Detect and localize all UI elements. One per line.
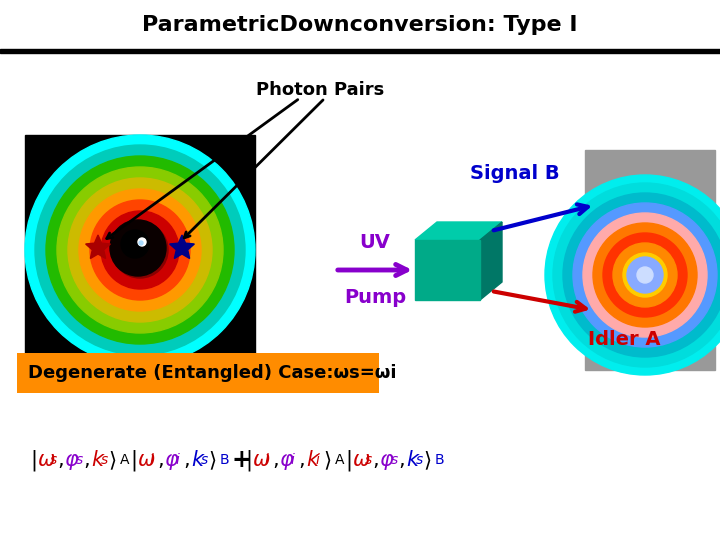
- Text: s: s: [101, 453, 108, 467]
- Circle shape: [139, 241, 143, 245]
- Circle shape: [583, 213, 707, 337]
- Text: A: A: [120, 453, 130, 467]
- Text: ⟩: ⟩: [108, 450, 116, 470]
- Text: +: +: [231, 448, 251, 472]
- Bar: [585, 150, 715, 370]
- Circle shape: [101, 211, 179, 289]
- Circle shape: [545, 175, 720, 375]
- Circle shape: [613, 243, 677, 307]
- Text: Signal B: Signal B: [470, 164, 560, 183]
- Text: φ: φ: [65, 450, 78, 470]
- Text: ,: ,: [157, 450, 163, 470]
- Text: i: i: [176, 453, 180, 467]
- Text: B: B: [220, 453, 230, 467]
- Circle shape: [138, 238, 146, 246]
- Text: A: A: [335, 453, 344, 467]
- Circle shape: [563, 193, 720, 357]
- Circle shape: [603, 233, 687, 317]
- Text: ,: ,: [272, 450, 279, 470]
- Circle shape: [623, 253, 667, 297]
- Bar: [415, 240, 480, 300]
- Text: φ: φ: [380, 450, 394, 470]
- Text: i: i: [291, 453, 295, 467]
- Circle shape: [79, 189, 201, 311]
- Text: ⟩: ⟩: [423, 450, 431, 470]
- Text: Pump: Pump: [344, 288, 406, 307]
- Text: ω: ω: [138, 450, 156, 470]
- Text: |: |: [345, 449, 352, 471]
- Circle shape: [90, 200, 190, 300]
- Text: k: k: [406, 450, 418, 470]
- Text: |: |: [130, 449, 137, 471]
- Circle shape: [633, 263, 657, 287]
- Text: |: |: [245, 449, 252, 471]
- Circle shape: [46, 156, 234, 344]
- Text: B: B: [435, 453, 445, 467]
- Text: i: i: [316, 453, 320, 467]
- Circle shape: [25, 135, 255, 365]
- Circle shape: [627, 257, 663, 293]
- Polygon shape: [86, 235, 110, 259]
- Circle shape: [121, 230, 149, 258]
- FancyBboxPatch shape: [17, 353, 379, 393]
- Circle shape: [112, 222, 168, 278]
- Text: ,: ,: [398, 450, 405, 470]
- Text: |: |: [30, 449, 37, 471]
- Circle shape: [553, 183, 720, 367]
- Polygon shape: [170, 235, 194, 259]
- Text: ,: ,: [83, 450, 89, 470]
- Text: Idler A: Idler A: [588, 330, 660, 349]
- Text: ,: ,: [372, 450, 379, 470]
- Polygon shape: [480, 222, 502, 300]
- Text: k: k: [91, 450, 103, 470]
- Text: i: i: [150, 453, 154, 467]
- Circle shape: [593, 223, 697, 327]
- Bar: [0, 49, 720, 53]
- Text: k: k: [191, 450, 203, 470]
- Text: ⟩: ⟩: [323, 450, 331, 470]
- Text: k: k: [306, 450, 318, 470]
- Text: ω: ω: [38, 450, 55, 470]
- Text: s: s: [365, 453, 372, 467]
- Text: s: s: [391, 453, 398, 467]
- Text: Type I: Type I: [105, 374, 164, 392]
- Text: s: s: [416, 453, 423, 467]
- Circle shape: [637, 267, 653, 283]
- Circle shape: [573, 203, 717, 347]
- Text: s: s: [201, 453, 208, 467]
- Text: Degenerate (Entangled) Case:ωs=ωi: Degenerate (Entangled) Case:ωs=ωi: [28, 364, 397, 382]
- Circle shape: [123, 233, 157, 267]
- Text: ,: ,: [183, 450, 189, 470]
- Text: ,: ,: [57, 450, 63, 470]
- Text: ParametricDownconversion: Type I: ParametricDownconversion: Type I: [143, 15, 577, 35]
- Text: φ: φ: [280, 450, 294, 470]
- Text: s: s: [76, 453, 84, 467]
- Polygon shape: [415, 222, 502, 240]
- Circle shape: [68, 178, 212, 322]
- Text: φ: φ: [165, 450, 179, 470]
- Text: ω: ω: [253, 450, 271, 470]
- Text: UV: UV: [359, 233, 390, 252]
- Text: ,: ,: [298, 450, 305, 470]
- Bar: [25, 135, 255, 365]
- Bar: [0, 0, 720, 50]
- Text: ω: ω: [353, 450, 371, 470]
- Circle shape: [57, 167, 223, 333]
- Text: Photon Pairs: Photon Pairs: [256, 81, 384, 99]
- Text: ⟩: ⟩: [208, 450, 216, 470]
- Circle shape: [35, 145, 245, 355]
- Circle shape: [110, 220, 166, 276]
- Text: i: i: [265, 453, 269, 467]
- Text: s: s: [50, 453, 58, 467]
